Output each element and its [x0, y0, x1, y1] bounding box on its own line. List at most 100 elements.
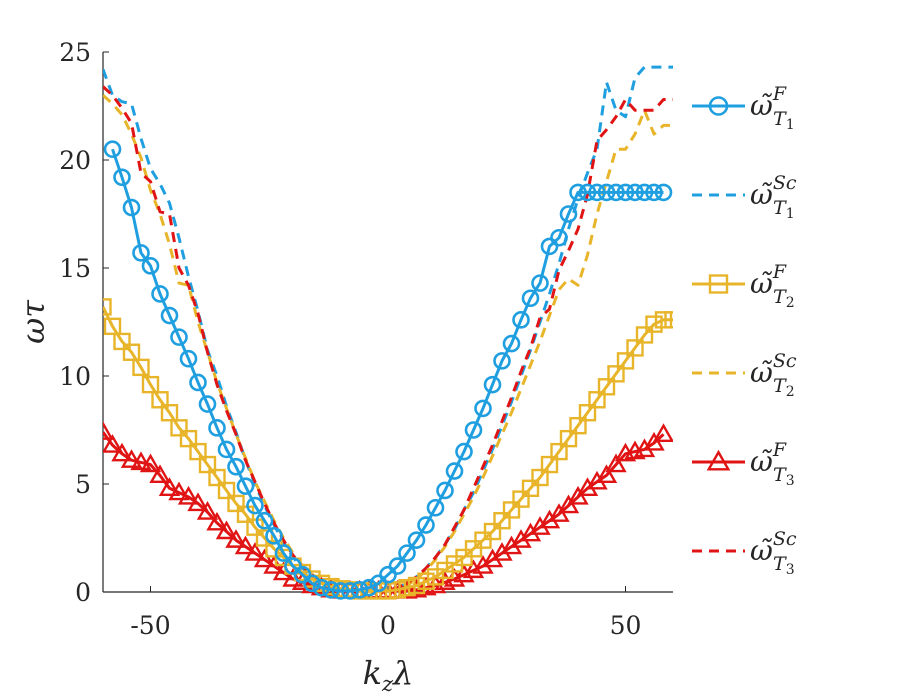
data-point [215, 520, 238, 540]
data-point [103, 298, 112, 316]
data-point [531, 274, 549, 292]
data-point [341, 582, 359, 600]
legend: ω̃F T1 ω̃Sc T1 ω̃F T2 ω̃Sc T2 ω̃F T3 ω̃Sc T3 [692, 83, 797, 578]
data-point [168, 481, 190, 501]
data-point [493, 352, 511, 370]
data-point [179, 349, 198, 368]
data-point [407, 531, 426, 549]
data-point [103, 140, 122, 158]
data-point [103, 421, 114, 440]
data-point [303, 574, 321, 593]
data-point [217, 481, 236, 500]
data-point [158, 477, 181, 496]
legend-marker [706, 449, 731, 471]
legend-label: ω̃Sc T2 [750, 350, 797, 400]
series-4 [103, 94, 673, 593]
series-line [103, 65, 673, 593]
series-1 [103, 140, 673, 600]
data-point [236, 477, 255, 495]
data-point [217, 440, 236, 459]
data-point [453, 563, 475, 583]
data-point [578, 183, 597, 202]
data-point [196, 501, 219, 520]
data-point [160, 404, 179, 422]
data-point [502, 501, 521, 519]
data-point [141, 257, 160, 275]
data-point [293, 565, 312, 584]
data-point [559, 429, 578, 448]
data-point [388, 581, 407, 599]
data-point [244, 542, 266, 561]
legend-label: ω̃Sc T1 [750, 172, 797, 222]
legend-label: ω̃F T1 [750, 83, 795, 133]
data-point [652, 423, 673, 442]
series-line [103, 94, 673, 593]
data-point [189, 442, 207, 461]
data-point [227, 457, 245, 476]
data-point [569, 183, 587, 202]
data-point [122, 343, 141, 361]
data-point [255, 511, 274, 530]
data-point [654, 183, 673, 202]
plot-area [103, 65, 673, 600]
legend-entry: ω̃Sc T1 [692, 172, 797, 222]
data-point [208, 419, 226, 437]
data-point [588, 183, 606, 202]
data-point [616, 352, 635, 370]
data-point [236, 505, 255, 523]
data-point [331, 582, 350, 600]
y-axis-label: ωτ [14, 299, 52, 344]
data-point [111, 442, 133, 462]
legend-entry: ω̃F T2 [692, 261, 795, 311]
data-point [179, 429, 198, 448]
x-axis-label: kzλ [363, 654, 414, 696]
data-point [597, 183, 616, 202]
data-point [540, 455, 559, 474]
data-point [645, 183, 663, 202]
data-point [187, 492, 209, 512]
data-point [132, 358, 150, 377]
data-point [189, 373, 207, 392]
data-point [103, 317, 122, 336]
data-point [360, 578, 378, 597]
data-point [398, 578, 416, 597]
data-point [122, 198, 141, 217]
data-point [160, 306, 179, 325]
data-point [474, 399, 492, 418]
data-point [265, 527, 283, 545]
data-point [436, 481, 454, 500]
data-point [664, 311, 673, 329]
data-point [605, 453, 627, 473]
data-point [531, 468, 549, 487]
data-point [282, 567, 304, 587]
data-point [234, 535, 257, 555]
data-point [483, 522, 502, 541]
data-point [139, 453, 162, 473]
x-tick-label: 0 [380, 611, 396, 640]
data-point [151, 391, 169, 409]
legend-label: ω̃F T2 [750, 261, 795, 311]
legend-label: ω̃F T3 [750, 439, 795, 489]
data-point [502, 334, 521, 353]
data-point [616, 183, 635, 202]
series-line [103, 85, 673, 593]
data-point [559, 205, 578, 223]
data-point [170, 328, 188, 346]
data-point [284, 557, 302, 575]
data-point [170, 419, 188, 437]
data-point [464, 421, 483, 439]
data-point [607, 183, 625, 202]
data-point [550, 442, 568, 461]
data-point [635, 183, 654, 202]
data-point [141, 375, 160, 394]
legend-entry: ω̃Sc T3 [692, 528, 797, 578]
data-point [654, 311, 673, 329]
series-6 [103, 85, 673, 593]
y-tick-label: 25 [59, 38, 91, 67]
data-point [198, 395, 217, 413]
data-point [149, 464, 171, 484]
data-point [206, 511, 228, 531]
data-point [398, 544, 416, 562]
data-point [177, 485, 200, 505]
series-line [103, 431, 665, 593]
